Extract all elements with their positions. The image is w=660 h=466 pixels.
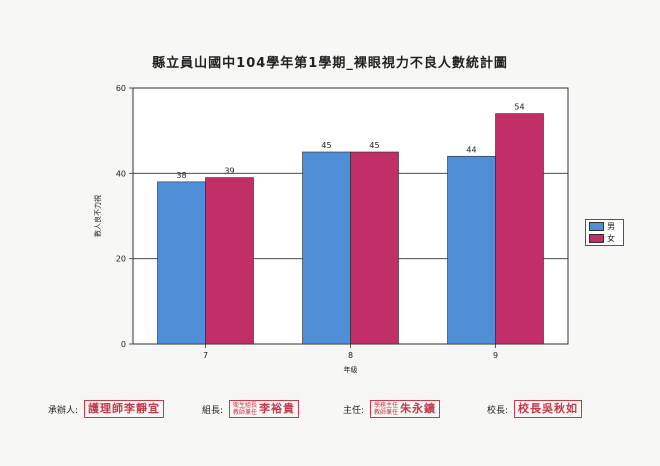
legend-item-female: 女: [586, 233, 623, 244]
data-label: 44: [466, 145, 476, 154]
stamp-principal: 校長吳秋如: [514, 400, 583, 418]
legend-swatch-male: [589, 222, 604, 231]
signature-label: 校長:: [487, 405, 509, 416]
data-label: 54: [514, 103, 524, 112]
legend-label-male: 男: [607, 222, 615, 231]
y-axis-title: 數人良不力視: [93, 195, 102, 237]
signature-director: 主任: 學務主任 教師兼任 朱永鑛: [343, 400, 441, 418]
legend-item-male: 男: [586, 221, 623, 232]
data-label: 45: [321, 141, 331, 150]
signature-section-chief: 組長: 衛生組長 教師兼任 李裕貴: [202, 400, 300, 418]
bar-female: [205, 177, 254, 345]
signature-label: 組長:: [202, 405, 224, 416]
stamp-section-chief: 衛生組長 教師兼任 李裕貴: [229, 400, 300, 418]
signature-row: 承辦人: 護理師李靜宜 組長: 衛生組長 教師兼任 李裕貴 主任: 學務主任 教師…: [0, 400, 660, 440]
signature-principal: 校長: 校長吳秋如: [487, 400, 583, 418]
x-tick-label: 9: [493, 351, 498, 360]
y-tick-label: 0: [121, 340, 126, 349]
stamp-name: 朱永鑛: [400, 402, 437, 415]
stamp-handler: 護理師李靜宜: [84, 400, 165, 418]
bar-male: [157, 181, 206, 345]
bar-male: [447, 155, 496, 345]
bar-female: [495, 113, 544, 345]
legend-label-female: 女: [607, 234, 615, 243]
data-label: 38: [176, 171, 186, 180]
stamp-title: 衛生組長 教師兼任: [233, 402, 258, 416]
stamp-title: 學務主任 教師兼任: [374, 402, 399, 416]
legend-swatch-female: [589, 234, 604, 243]
signature-handler: 承辦人: 護理師李靜宜: [48, 400, 165, 418]
data-label: 39: [224, 167, 234, 176]
data-label: 45: [369, 141, 379, 150]
signature-label: 主任:: [343, 405, 365, 416]
y-tick-label: 20: [116, 255, 126, 264]
y-tick-label: 60: [116, 84, 126, 93]
x-axis-title: 年級: [344, 365, 358, 374]
stamp-name: 李裕貴: [259, 402, 296, 415]
bar-female: [350, 151, 399, 345]
stamp-director: 學務主任 教師兼任 朱永鑛: [370, 400, 441, 418]
chart-title: 縣立員山國中104學年第1學期_裸眼視力不良人數統計圖: [152, 56, 508, 71]
signature-label: 承辦人:: [48, 405, 79, 416]
legend: 男 女: [585, 219, 624, 246]
y-tick-label: 40: [116, 169, 126, 178]
bar-male: [302, 151, 351, 345]
x-tick-label: 8: [348, 351, 353, 360]
x-tick-label: 7: [203, 351, 208, 360]
bar-chart: 0 20 40 60 38 39 7 45 45 8 44 54 9 年級 數人良不力視: [93, 84, 569, 374]
